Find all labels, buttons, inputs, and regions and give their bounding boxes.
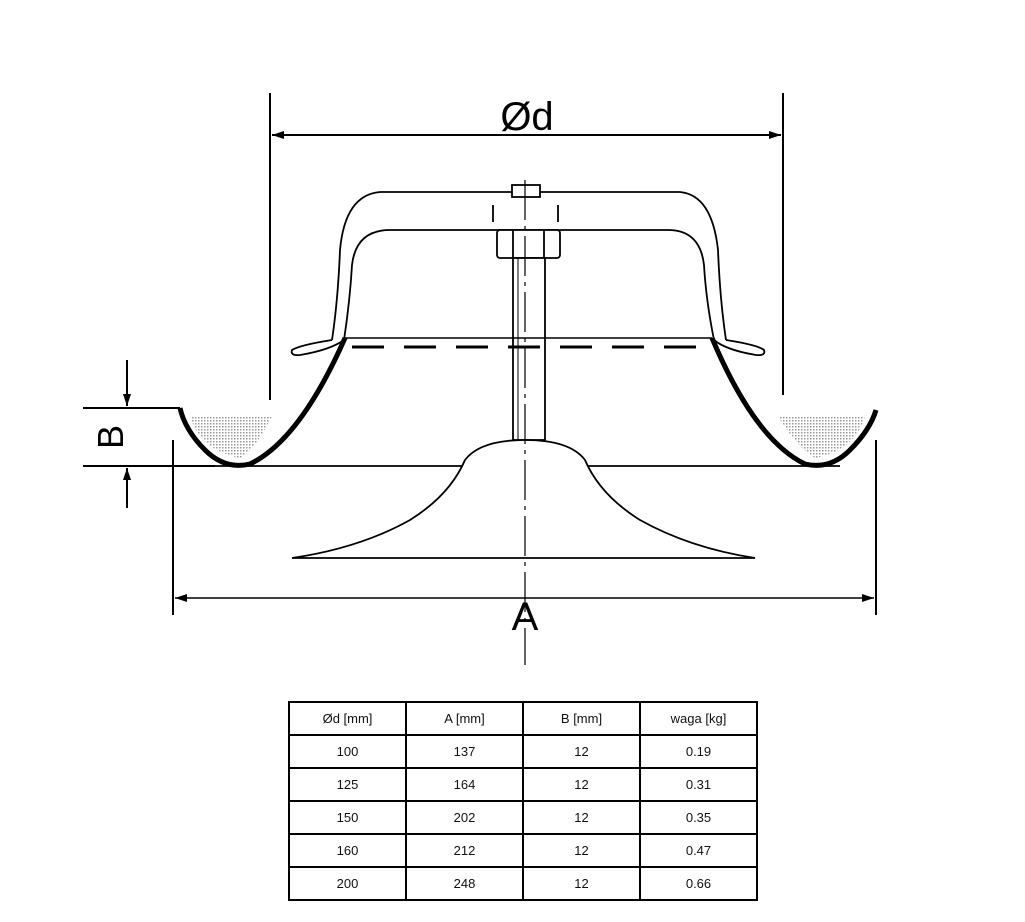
diffuser-technical-drawing: Ød A B (83, 93, 879, 665)
table-cell: 0.31 (639, 767, 758, 802)
B-label: B (90, 425, 131, 449)
table-row: 125 164 12 0.31 (288, 767, 758, 802)
header-cell: A [mm] (405, 701, 524, 736)
diameter-label: Ød (500, 95, 553, 139)
dimensions-table: Ød [mm] A [mm] B [mm] waga [kg] 100 137 … (288, 701, 758, 901)
table-cell: 200 (288, 866, 407, 901)
right-lip-shading (778, 416, 865, 458)
table-cell: 150 (288, 800, 407, 835)
screw-and-nut (496, 184, 561, 441)
A-label: A (512, 595, 539, 639)
table-cell: 212 (405, 833, 524, 868)
table-cell: 12 (522, 734, 641, 769)
table-cell: 12 (522, 866, 641, 901)
table-cell: 12 (522, 767, 641, 802)
table-cell: 125 (288, 767, 407, 802)
table-cell: 137 (405, 734, 524, 769)
table-header-row: Ød [mm] A [mm] B [mm] waga [kg] (288, 701, 758, 736)
table-cell: 12 (522, 833, 641, 868)
header-cell: waga [kg] (639, 701, 758, 736)
table-row: 200 248 12 0.66 (288, 866, 758, 901)
table-cell: 160 (288, 833, 407, 868)
header-cell: Ød [mm] (288, 701, 407, 736)
table-row: 160 212 12 0.47 (288, 833, 758, 868)
A-dimension (172, 440, 877, 615)
table-row: 150 202 12 0.35 (288, 800, 758, 835)
table-cell: 100 (288, 734, 407, 769)
B-dimension (83, 360, 215, 508)
table-cell: 248 (405, 866, 524, 901)
table-cell: 202 (405, 800, 524, 835)
table-cell: 12 (522, 800, 641, 835)
table-cell: 164 (405, 767, 524, 802)
table-cell: 0.66 (639, 866, 758, 901)
diameter-dimension (269, 93, 784, 400)
table-cell: 0.19 (639, 734, 758, 769)
deflector-plate (291, 439, 756, 559)
table-cell: 0.47 (639, 833, 758, 868)
table-row: 100 137 12 0.19 (288, 734, 758, 769)
left-lip-shading (190, 416, 272, 458)
header-cell: B [mm] (522, 701, 641, 736)
table-cell: 0.35 (639, 800, 758, 835)
